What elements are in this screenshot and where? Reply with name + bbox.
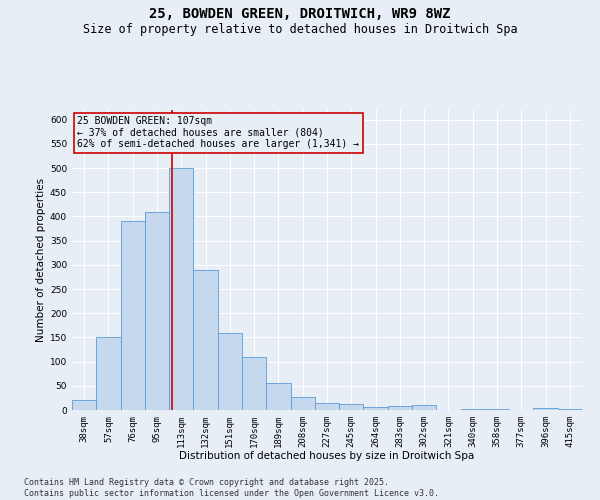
- Bar: [145, 212, 169, 410]
- X-axis label: Distribution of detached houses by size in Droitwich Spa: Distribution of detached houses by size …: [179, 452, 475, 462]
- Bar: [533, 408, 558, 410]
- Bar: [388, 406, 412, 410]
- Bar: [412, 405, 436, 410]
- Text: 25 BOWDEN GREEN: 107sqm
← 37% of detached houses are smaller (804)
62% of semi-d: 25 BOWDEN GREEN: 107sqm ← 37% of detache…: [77, 116, 359, 149]
- Bar: [339, 404, 364, 410]
- Bar: [364, 407, 388, 410]
- Bar: [169, 168, 193, 410]
- Bar: [485, 408, 509, 410]
- Text: Contains HM Land Registry data © Crown copyright and database right 2025.
Contai: Contains HM Land Registry data © Crown c…: [24, 478, 439, 498]
- Bar: [315, 402, 339, 410]
- Y-axis label: Number of detached properties: Number of detached properties: [36, 178, 46, 342]
- Bar: [242, 357, 266, 410]
- Text: Size of property relative to detached houses in Droitwich Spa: Size of property relative to detached ho…: [83, 22, 517, 36]
- Bar: [193, 270, 218, 410]
- Bar: [121, 222, 145, 410]
- Text: 25, BOWDEN GREEN, DROITWICH, WR9 8WZ: 25, BOWDEN GREEN, DROITWICH, WR9 8WZ: [149, 8, 451, 22]
- Bar: [218, 332, 242, 410]
- Bar: [558, 408, 582, 410]
- Bar: [96, 338, 121, 410]
- Bar: [266, 384, 290, 410]
- Bar: [72, 400, 96, 410]
- Bar: [461, 408, 485, 410]
- Bar: [290, 397, 315, 410]
